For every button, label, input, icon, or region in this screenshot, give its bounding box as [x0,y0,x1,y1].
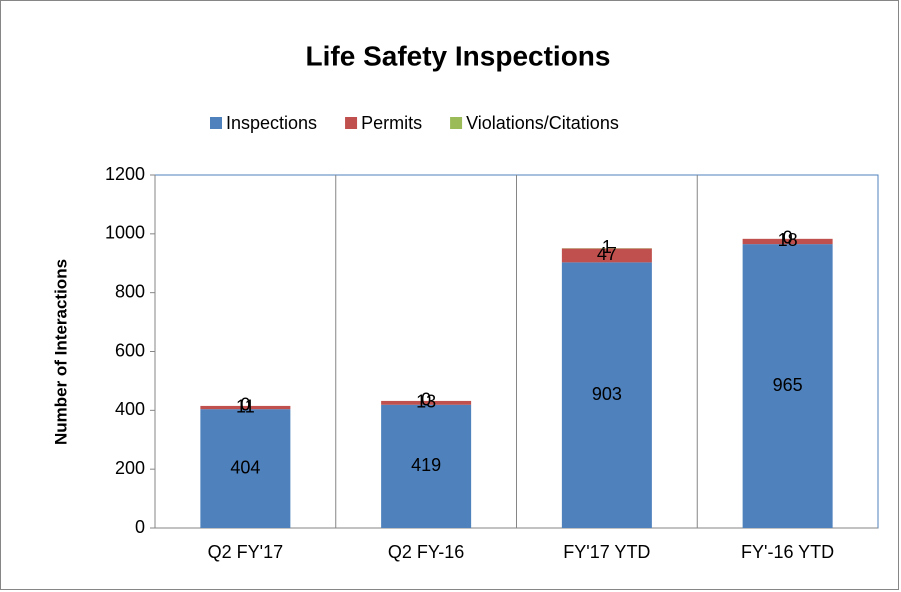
y-tick-label: 0 [135,517,145,537]
x-tick-label: FY'-16 YTD [741,542,834,562]
data-label: 419 [411,455,441,475]
y-tick-label: 200 [115,458,145,478]
bar-segment [381,400,472,405]
data-label: 903 [592,384,622,404]
legend-label: Violations/Citations [466,113,619,133]
data-label: 0 [240,395,250,415]
data-label: 47 [597,244,617,264]
x-tick-label: Q2 FY'17 [208,542,283,562]
y-tick-label: 400 [115,399,145,419]
bar-segment [200,409,291,528]
legend-label: Permits [361,113,422,133]
data-label: 13 [416,392,436,412]
legend-swatch [345,117,358,129]
y-axis-label: Number of Interactions [51,259,70,445]
data-label: 0 [783,228,793,248]
bar-segment [200,405,291,410]
legend-swatch [210,117,222,129]
y-tick-label: 1000 [105,223,145,243]
x-tick-label: FY'17 YTD [563,542,650,562]
bar-segment [742,238,833,245]
bar-segment [561,248,652,263]
bar-segment [381,404,472,528]
data-label: 965 [773,375,803,395]
chart-title: Life Safety Inspections [306,40,611,71]
bar-segment [561,262,652,528]
legend-swatch [450,117,463,129]
y-tick-label: 800 [115,281,145,301]
data-label: 0 [421,390,431,410]
data-label: 1 [602,237,612,257]
y-tick-label: 600 [115,340,145,360]
data-label: 18 [778,230,798,250]
x-tick-label: Q2 FY-16 [388,542,464,562]
data-label: 11 [236,396,255,416]
data-label: 404 [230,457,260,477]
legend-label: Inspections [226,113,317,133]
bar-segment [742,244,833,529]
y-tick-label: 1200 [105,164,145,184]
